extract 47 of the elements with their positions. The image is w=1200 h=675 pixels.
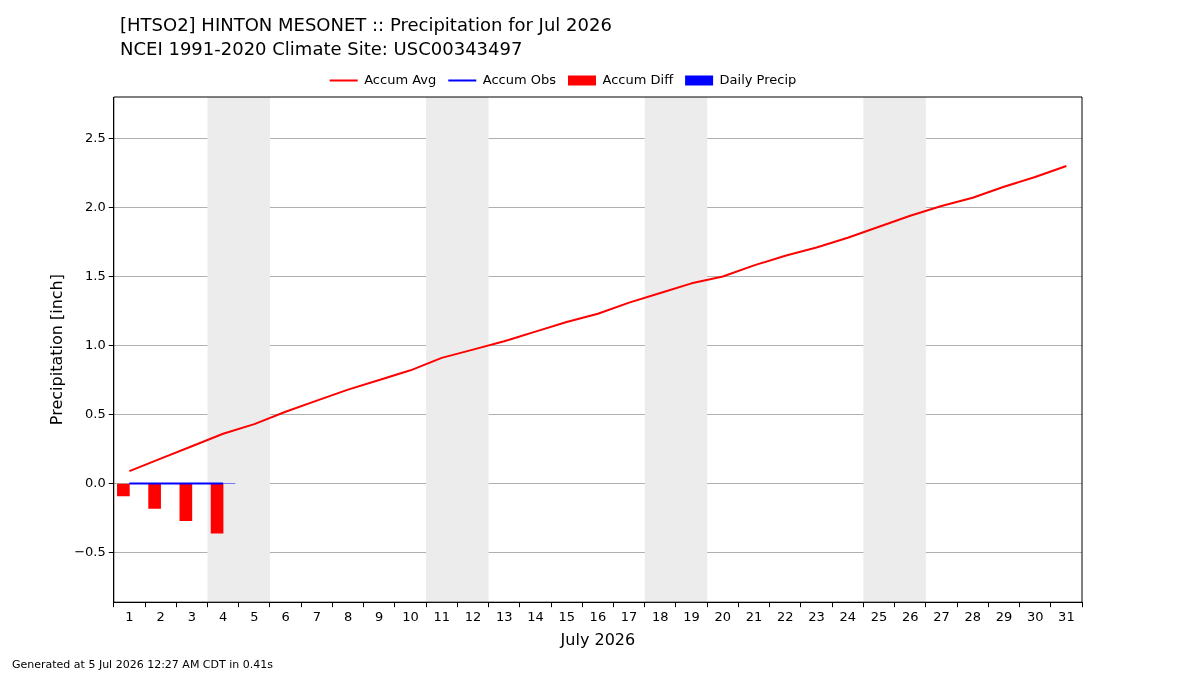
x-tick-label: 22 bbox=[777, 609, 794, 625]
x-tick-label: 12 bbox=[464, 609, 482, 625]
x-tick-label: 26 bbox=[901, 609, 919, 625]
legend-label: Accum Obs bbox=[482, 71, 557, 87]
x-tick-label: 10 bbox=[402, 609, 419, 625]
x-tick-label: 13 bbox=[495, 609, 513, 625]
x-tick-label: 19 bbox=[683, 609, 700, 625]
x-tick-label: 30 bbox=[1026, 609, 1044, 625]
x-tick-label: 9 bbox=[375, 609, 384, 625]
y-axis-title: Precipitation [inch] bbox=[46, 274, 66, 426]
x-tick-label: 8 bbox=[343, 609, 353, 625]
x-tick-label: 4 bbox=[218, 609, 228, 625]
x-tick-label: 28 bbox=[964, 609, 981, 625]
x-tick-label: 15 bbox=[558, 609, 575, 625]
y-tick-label: 2.0 bbox=[85, 198, 106, 214]
y-tick-label: 2.5 bbox=[85, 129, 106, 145]
x-tick-label: 25 bbox=[870, 609, 888, 625]
x-tick-label: 1 bbox=[125, 609, 134, 625]
x-tick-label: 14 bbox=[527, 609, 544, 625]
x-tick-label: 21 bbox=[745, 609, 763, 625]
legend-label: Accum Avg bbox=[364, 71, 437, 87]
x-tick-label: 29 bbox=[995, 609, 1013, 625]
legend-label: Daily Precip bbox=[719, 71, 797, 87]
y-tick-label: 1.5 bbox=[85, 267, 106, 283]
x-tick-label: 20 bbox=[714, 609, 732, 625]
x-tick-label: 7 bbox=[312, 609, 321, 625]
x-tick-label: 11 bbox=[433, 609, 450, 625]
x-tick-label: 16 bbox=[589, 609, 607, 625]
x-tick-label: 17 bbox=[620, 609, 638, 625]
x-tick-label: 6 bbox=[281, 609, 290, 625]
x-tick-label: 27 bbox=[933, 609, 950, 625]
x-tick-label: 31 bbox=[1058, 609, 1075, 625]
chart-subtitle: NCEI 1991-2020 Climate Site: USC00343497 bbox=[120, 37, 524, 61]
y-tick-label: 0.5 bbox=[85, 405, 106, 421]
legend-label: Accum Diff bbox=[602, 71, 675, 87]
y-tick-label: 0.0 bbox=[85, 474, 106, 490]
x-tick-label: 5 bbox=[250, 609, 259, 625]
y-tick-label: −0.5 bbox=[74, 543, 106, 559]
x-axis-title: July 2026 bbox=[559, 629, 636, 649]
y-tick-label: 1.0 bbox=[85, 336, 106, 352]
x-tick-label: 24 bbox=[839, 609, 857, 625]
x-tick-label: 23 bbox=[808, 609, 825, 625]
text: Generated at 5 Jul 2026 12:27 AM CDT in 0.41s bbox=[12, 658, 273, 671]
x-tick-label: 18 bbox=[652, 609, 669, 625]
x-tick-label: 3 bbox=[187, 609, 196, 625]
x-tick-label: 2 bbox=[156, 609, 165, 625]
chart-title: [HTSO2] HINTON MESONET :: Precipitation for Jul 2026 bbox=[120, 13, 612, 37]
